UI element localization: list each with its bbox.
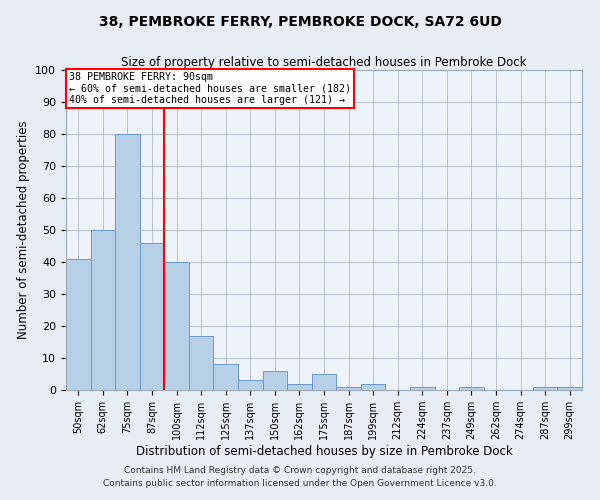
Bar xyxy=(214,364,238,390)
Text: 38 PEMBROKE FERRY: 90sqm
← 60% of semi-detached houses are smaller (182)
40% of : 38 PEMBROKE FERRY: 90sqm ← 60% of semi-d… xyxy=(68,72,350,105)
Bar xyxy=(189,336,214,390)
X-axis label: Distribution of semi-detached houses by size in Pembroke Dock: Distribution of semi-detached houses by … xyxy=(136,444,512,458)
Title: Size of property relative to semi-detached houses in Pembroke Dock: Size of property relative to semi-detach… xyxy=(121,56,527,69)
Text: 38, PEMBROKE FERRY, PEMBROKE DOCK, SA72 6UD: 38, PEMBROKE FERRY, PEMBROKE DOCK, SA72 … xyxy=(98,15,502,29)
Bar xyxy=(238,380,263,390)
Bar xyxy=(336,387,361,390)
Bar xyxy=(533,387,557,390)
Bar xyxy=(115,134,140,390)
Y-axis label: Number of semi-detached properties: Number of semi-detached properties xyxy=(17,120,30,340)
Bar xyxy=(66,259,91,390)
Bar xyxy=(410,387,434,390)
Bar xyxy=(164,262,189,390)
Bar xyxy=(91,230,115,390)
Bar xyxy=(140,243,164,390)
Text: Contains HM Land Registry data © Crown copyright and database right 2025.
Contai: Contains HM Land Registry data © Crown c… xyxy=(103,466,497,487)
Bar xyxy=(287,384,312,390)
Bar xyxy=(459,387,484,390)
Bar xyxy=(312,374,336,390)
Bar xyxy=(263,371,287,390)
Bar xyxy=(557,387,582,390)
Bar xyxy=(361,384,385,390)
